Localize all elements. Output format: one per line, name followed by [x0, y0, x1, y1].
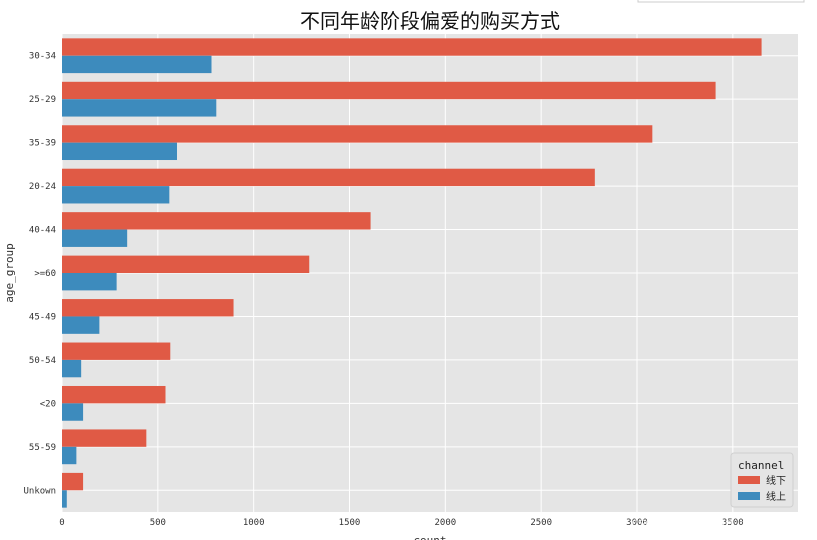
- x-tick-label: 1500: [339, 518, 361, 528]
- bar-online: [62, 446, 77, 465]
- bar-online: [62, 273, 117, 291]
- y-tick-label: 25-29: [29, 95, 56, 105]
- bar-offline: [62, 255, 310, 273]
- bar-offline: [62, 38, 762, 56]
- x-tick-label: 3000: [626, 518, 648, 528]
- bar-online: [62, 229, 128, 247]
- bar-online: [62, 403, 84, 421]
- bar-online: [62, 490, 67, 508]
- y-tick-label: 30-34: [29, 52, 56, 62]
- legend-label-offline: 线下: [766, 474, 786, 487]
- bar-online: [62, 186, 170, 204]
- y-tick-label: 50-54: [29, 356, 56, 366]
- y-axis-label: age_group: [3, 243, 16, 303]
- legend: channel 线下 线上: [730, 452, 794, 508]
- legend-title: channel: [738, 459, 784, 472]
- y-tick-label: 45-49: [29, 312, 56, 322]
- legend-swatch-online: [738, 492, 760, 500]
- bar-offline: [62, 472, 84, 491]
- y-tick-label: >=60: [34, 269, 56, 279]
- watermark: https://blog.csdn.net/weixin_38915313: [552, 516, 806, 531]
- x-tick-labels: 0 500 1000 1500 2000 2500 3000 3500: [59, 518, 743, 528]
- y-tick-label: Unkown: [23, 486, 56, 496]
- bar-offline: [62, 385, 166, 404]
- legend-label-online: 线上: [766, 490, 786, 503]
- x-tick-label: 1000: [243, 518, 265, 528]
- y-tick-label: 35-39: [29, 139, 56, 149]
- bar-offline: [62, 168, 595, 187]
- x-tick-label: 2000: [434, 518, 456, 528]
- y-tick-labels: 30-34 25-29 35-39 20-24 40-44 >=60 45-49 50-54 <…: [23, 52, 56, 497]
- bar-online: [62, 55, 212, 74]
- x-tick-label: 3500: [722, 518, 744, 528]
- x-tick-label: 500: [150, 518, 166, 528]
- y-tick-label: 20-24: [29, 182, 56, 192]
- x-axis-label: count: [413, 534, 446, 540]
- bar-offline: [62, 342, 171, 360]
- x-tick-label: 0: [59, 518, 64, 528]
- y-tick-label: 55-59: [29, 443, 56, 453]
- bar-offline: [62, 125, 653, 143]
- chart-title: 不同年龄阶段偏爱的购买方式: [300, 9, 560, 33]
- y-tick-label: <20: [40, 399, 56, 409]
- bar-online: [62, 142, 177, 161]
- bar-offline: [62, 212, 371, 230]
- bar-online: [62, 359, 82, 378]
- y-tick-label: 40-44: [29, 226, 56, 236]
- corner-box: [637, 0, 805, 3]
- bars: [62, 38, 762, 508]
- x-tick-label: 2500: [530, 518, 552, 528]
- bar-offline: [62, 299, 234, 317]
- bar-offline: [62, 429, 147, 447]
- legend-swatch-offline: [738, 476, 760, 484]
- bar-offline: [62, 81, 716, 100]
- bar-online: [62, 316, 100, 334]
- bar-online: [62, 99, 217, 117]
